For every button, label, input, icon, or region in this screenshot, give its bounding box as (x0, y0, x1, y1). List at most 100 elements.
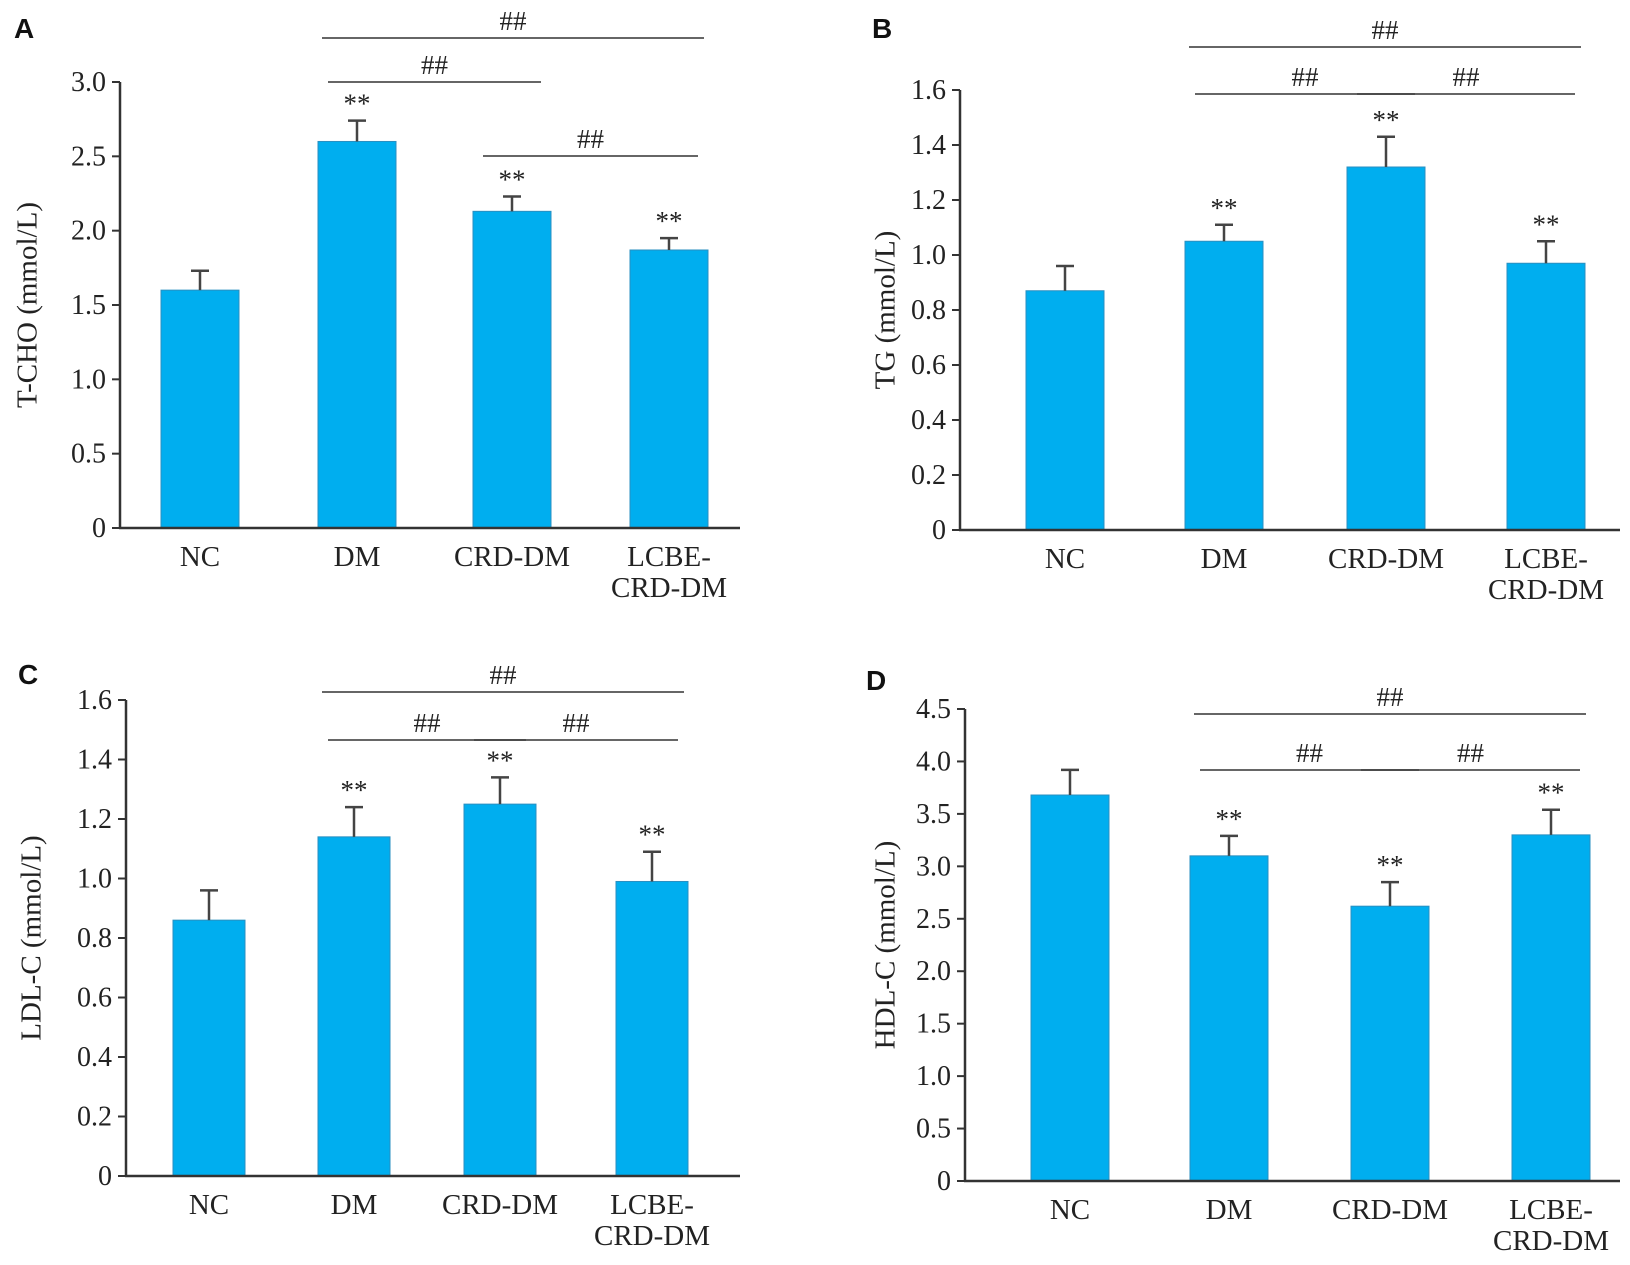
category-label: DM (331, 1189, 378, 1221)
bar (317, 836, 391, 1177)
panel-letter: C (18, 659, 38, 690)
category-label: LCBE- (610, 1189, 694, 1221)
significance-stars: ** (1216, 804, 1243, 834)
y-tick-label: 3.0 (71, 67, 106, 98)
bar (1511, 834, 1591, 1182)
bar (1030, 794, 1110, 1182)
y-tick-label: 1.4 (911, 130, 946, 161)
comparison-label: ## (1372, 15, 1400, 45)
category-label: NC (1050, 1194, 1090, 1226)
chart-panel-d: DNC**DM**CRD-DM**LCBE-CRD-DM00.51.01.52.… (866, 665, 1620, 1257)
significance-stars: ** (639, 820, 666, 850)
significance-stars: ** (1533, 209, 1560, 239)
comparison-label: ## (490, 660, 518, 690)
significance-stars: ** (656, 206, 683, 236)
chart-panel-b: BNC**DM**CRD-DM**LCBE-CRD-DM00.20.40.60.… (870, 13, 1620, 606)
category-label: DM (1201, 543, 1248, 575)
category-label: NC (1045, 543, 1085, 575)
bar (317, 140, 397, 529)
category-label: CRD-DM (611, 572, 727, 604)
y-axis-label: LDL-C (mmol/L) (16, 835, 48, 1040)
significance-stars: ** (1377, 850, 1404, 880)
y-tick-label: 0.2 (77, 1102, 112, 1133)
y-tick-label: 0.5 (916, 1114, 951, 1145)
category-label: CRD-DM (1493, 1225, 1609, 1257)
y-axis-label: T-CHO (mmol/L) (12, 202, 44, 408)
y-tick-label: 0 (937, 1166, 951, 1197)
y-tick-label: 1.5 (916, 1009, 951, 1040)
comparison-label: ## (1292, 62, 1320, 92)
significance-stars: ** (1373, 105, 1400, 135)
category-label: CRD-DM (454, 541, 570, 573)
significance-stars: ** (341, 775, 368, 805)
y-axis-label: TG (mmol/L) (870, 231, 902, 390)
y-tick-label: 2.5 (71, 141, 106, 172)
y-tick-label: 1.4 (77, 745, 112, 776)
chart-panel-c: CNC**DM**CRD-DM**LCBE-CRD-DM00.20.40.60.… (16, 659, 740, 1252)
comparison-label: ## (577, 124, 605, 154)
y-tick-label: 0.6 (77, 983, 112, 1014)
significance-stars: ** (1538, 778, 1565, 808)
y-tick-label: 1.6 (911, 75, 946, 106)
y-tick-label: 3.0 (916, 851, 951, 882)
y-tick-label: 1.0 (71, 364, 106, 395)
bar (172, 919, 246, 1177)
category-label: CRD-DM (1328, 543, 1444, 575)
category-label: NC (189, 1189, 229, 1221)
y-tick-label: 0 (98, 1161, 112, 1192)
y-tick-label: 2.5 (916, 904, 951, 935)
y-tick-label: 2.0 (916, 956, 951, 987)
significance-stars: ** (1211, 193, 1238, 223)
y-tick-label: 0.5 (71, 439, 106, 470)
y-tick-label: 1.2 (911, 185, 946, 216)
y-tick-label: 1.2 (77, 804, 112, 835)
bar (1346, 166, 1426, 531)
bar (1350, 905, 1430, 1182)
bar (1184, 240, 1264, 531)
bar (615, 880, 689, 1177)
category-label: LCBE- (1509, 1194, 1593, 1226)
bar (472, 210, 552, 529)
significance-stars: ** (487, 745, 514, 775)
comparison-label: ## (500, 6, 528, 36)
category-label: CRD-DM (1332, 1194, 1448, 1226)
y-axis-label: HDL-C (mmol/L) (870, 841, 902, 1050)
bar (1506, 262, 1586, 531)
y-tick-label: 0.8 (77, 923, 112, 954)
y-tick-label: 0.2 (911, 460, 946, 491)
y-tick-label: 4.0 (916, 746, 951, 777)
y-tick-label: 1.6 (77, 685, 112, 716)
comparison-label: ## (414, 708, 442, 738)
comparison-label: ## (1453, 62, 1481, 92)
comparison-label: ## (1457, 738, 1485, 768)
category-label: DM (334, 541, 381, 573)
y-tick-label: 0.6 (911, 350, 946, 381)
y-tick-label: 3.5 (916, 799, 951, 830)
category-label: LCBE- (1504, 543, 1588, 575)
y-tick-label: 0.4 (77, 1042, 112, 1073)
y-tick-label: 0 (932, 515, 946, 546)
y-tick-label: 1.0 (911, 240, 946, 271)
y-tick-label: 2.0 (71, 216, 106, 247)
comparison-label: ## (1296, 738, 1324, 768)
significance-stars: ** (499, 164, 526, 194)
category-label: CRD-DM (1488, 574, 1604, 606)
category-label: NC (180, 541, 220, 573)
comparison-label: ## (563, 708, 591, 738)
category-label: CRD-DM (594, 1220, 710, 1252)
category-label: LCBE- (627, 541, 711, 573)
y-tick-label: 1.0 (916, 1061, 951, 1092)
panel-letter: B (872, 13, 892, 44)
bar (1025, 290, 1105, 531)
significance-stars: ** (344, 89, 371, 119)
chart-panel-a: ANC**DM**CRD-DM**LCBE-CRD-DM00.51.01.52.… (12, 6, 740, 604)
y-tick-label: 0.8 (911, 295, 946, 326)
bar (160, 289, 240, 529)
category-label: CRD-DM (442, 1189, 558, 1221)
bar (1189, 855, 1269, 1182)
y-tick-label: 1.5 (71, 290, 106, 321)
bar (629, 249, 709, 529)
y-tick-label: 4.5 (916, 694, 951, 725)
y-tick-label: 0 (92, 513, 106, 544)
